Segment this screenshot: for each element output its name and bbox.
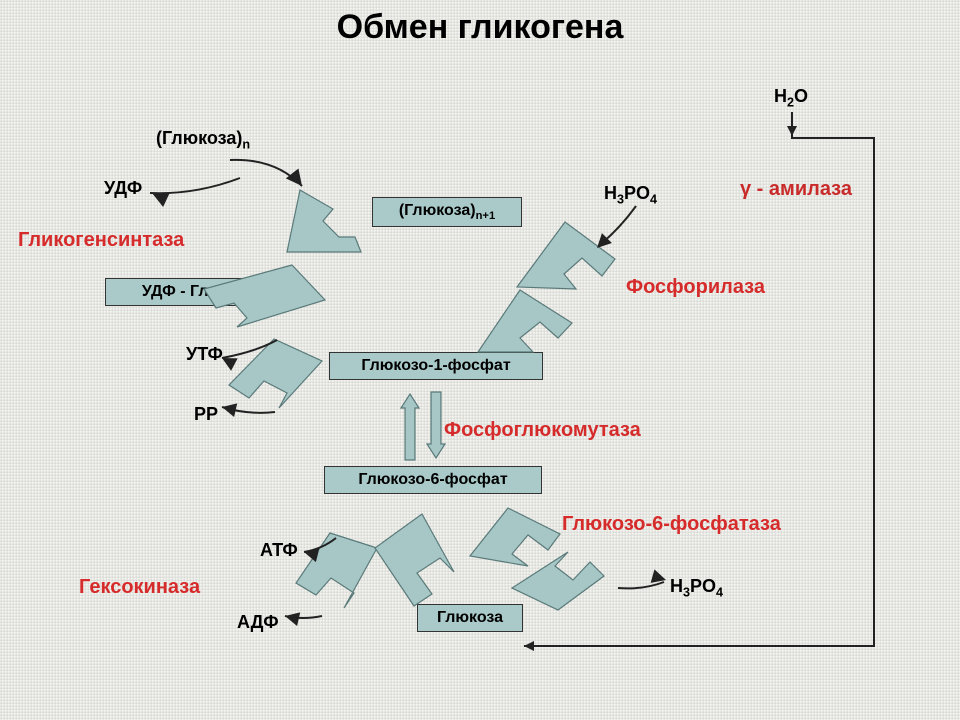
enzyme-g6pase: Глюкозо-6-фосфатаза [562, 513, 781, 536]
enzyme-phosphoglucomutase: Фосфоглюкомутаза [444, 419, 641, 442]
node-g6p: Глюкозо-6-фосфат [324, 466, 542, 494]
label-utf: УТФ [186, 344, 223, 365]
diagram-title: Обмен гликогена [0, 8, 960, 47]
enzyme-glycogen-synthase: Гликогенсинтаза [18, 229, 184, 252]
node-label: (Глюкоза)n+1 [399, 202, 495, 219]
label-h2o: H2O [774, 86, 808, 110]
label-pp: PP [194, 404, 218, 425]
node-udf-glucose: УДФ - Глюкоза [105, 278, 293, 306]
node-g1p: Глюкозо-1-фосфат [329, 352, 543, 380]
node-glucose-n1: (Глюкоза)n+1 [372, 197, 522, 227]
label-h3po4-bot: H3PO4 [670, 576, 723, 600]
label-adf: АДФ [237, 612, 279, 633]
label-udf: УДФ [104, 178, 142, 199]
node-glucose: Глюкоза [417, 604, 523, 632]
enzyme-hexokinase: Гексокиназа [79, 576, 200, 599]
label-glucose-n: (Глюкоза)n [156, 128, 250, 152]
label-atf: АТФ [260, 540, 298, 561]
enzyme-gamma-amylase: γ - амилаза [740, 178, 852, 201]
label-h3po4-top: H3PO4 [604, 183, 657, 207]
enzyme-phosphorylase: Фосфорилаза [626, 276, 765, 299]
